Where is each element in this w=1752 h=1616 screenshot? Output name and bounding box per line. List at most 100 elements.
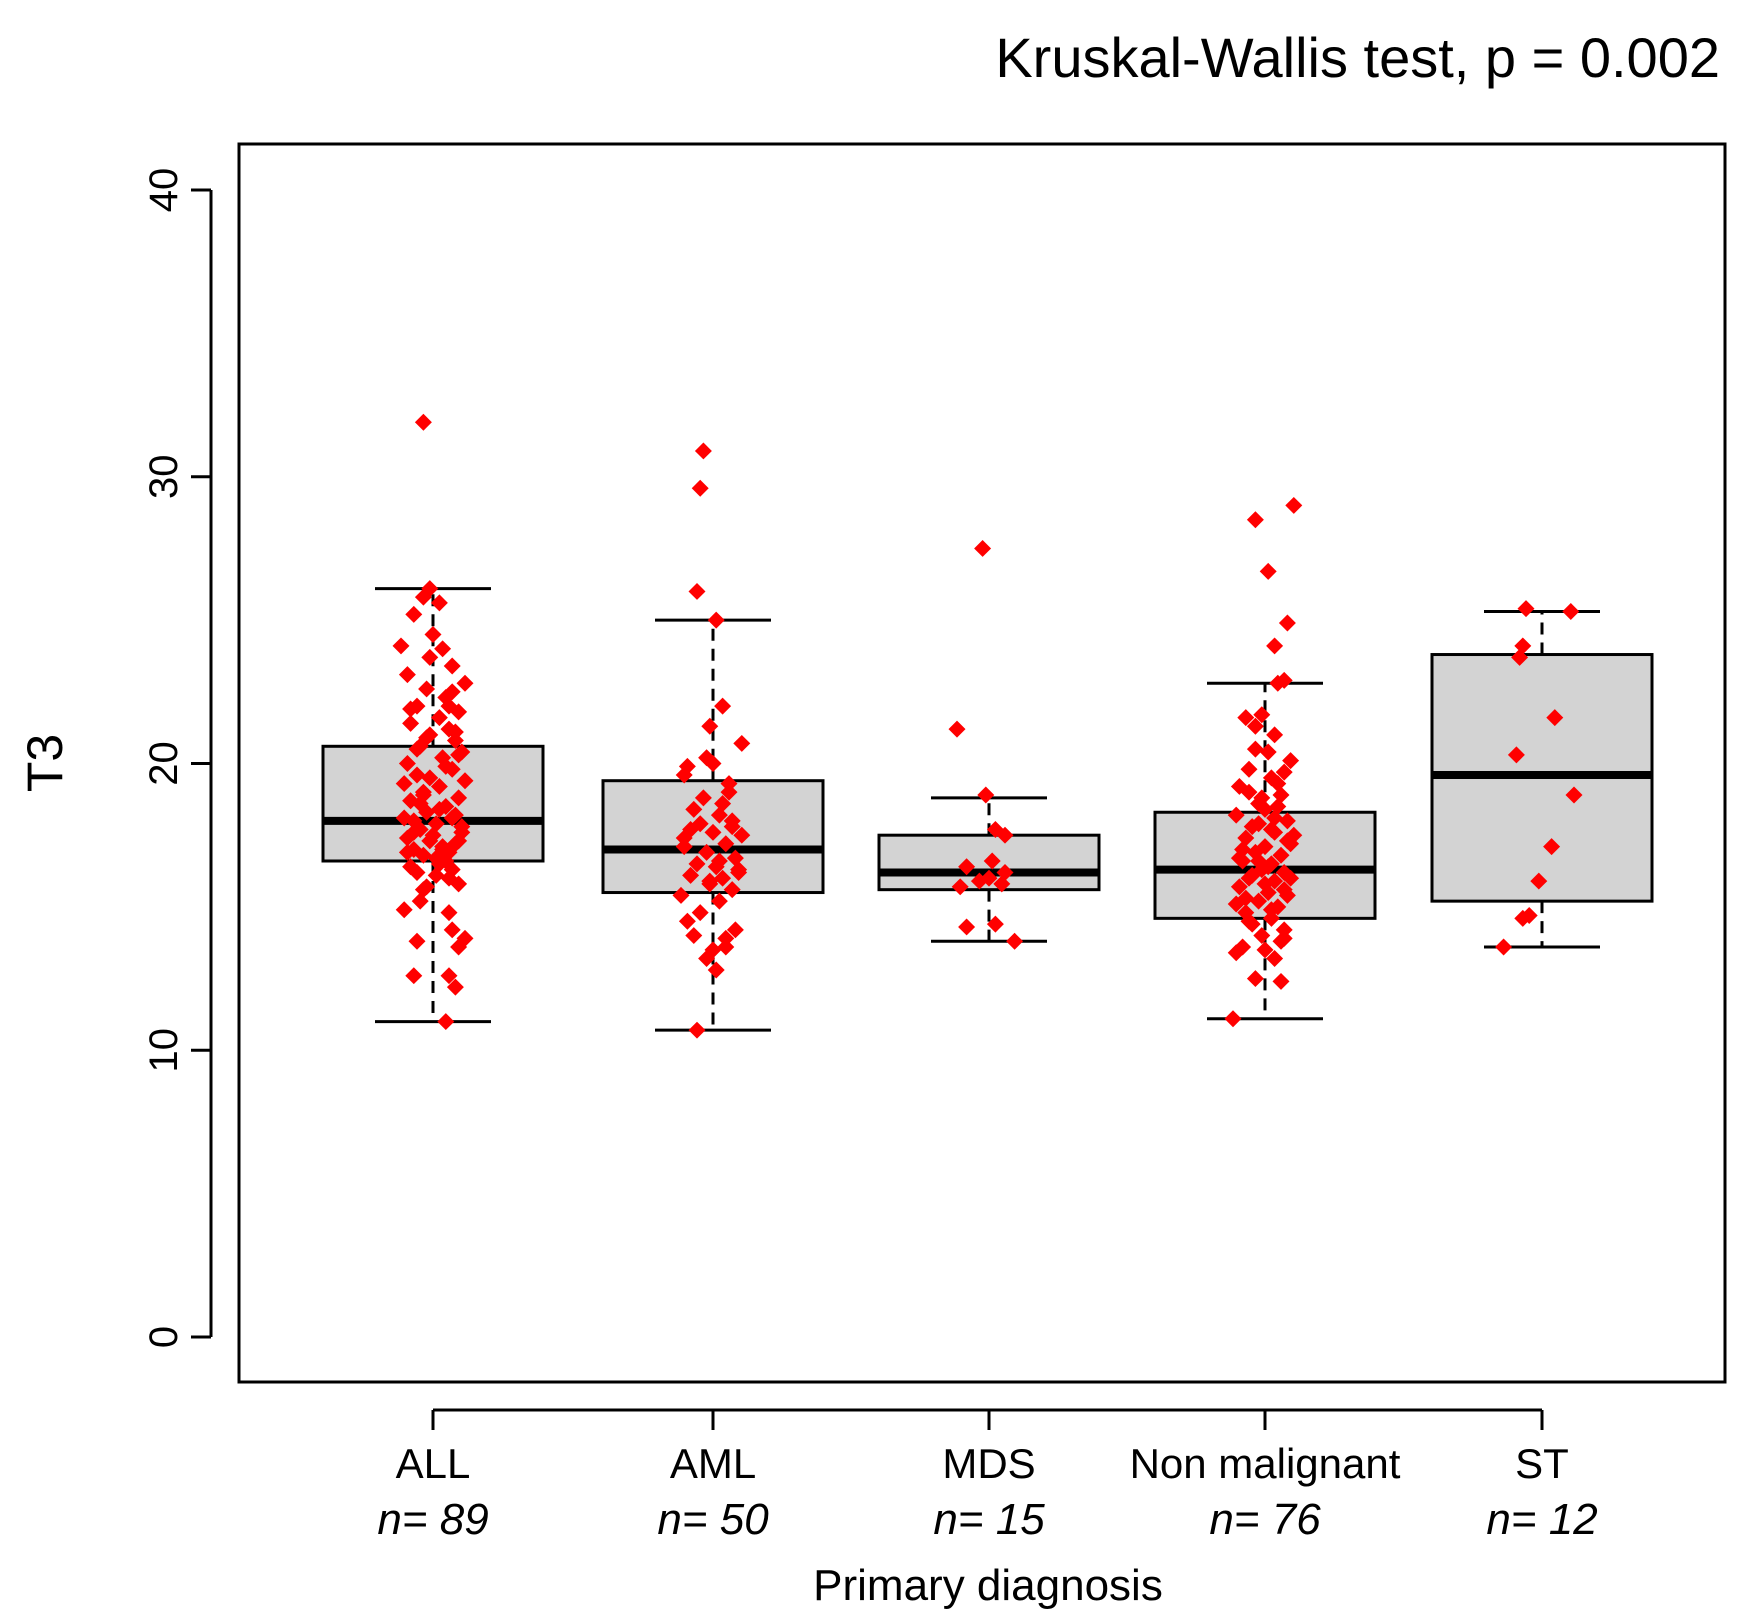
box-group xyxy=(321,587,1654,1032)
point-all-49 xyxy=(418,680,436,698)
point-non-malignant-37 xyxy=(1250,892,1268,910)
y-tick-label-30: 30 xyxy=(142,455,186,500)
point-all-8 xyxy=(443,921,461,939)
point-all-7 xyxy=(456,929,474,947)
point-st-0 xyxy=(1517,600,1535,618)
point-aml-38 xyxy=(678,912,696,930)
point-all-53 xyxy=(421,648,439,666)
point-all-88 xyxy=(440,904,458,922)
point-non-malignant-27 xyxy=(1272,846,1290,864)
point-all-83 xyxy=(414,786,432,804)
point-aml-37 xyxy=(688,1021,706,1039)
point-aml-41 xyxy=(694,789,712,807)
point-non-malignant-10 xyxy=(1246,740,1264,758)
point-aml-10 xyxy=(720,783,738,801)
point-all-80 xyxy=(437,852,455,870)
point-non-malignant-51 xyxy=(1224,1010,1242,1028)
point-non-malignant-0 xyxy=(1246,511,1264,529)
point-non-malignant-9 xyxy=(1266,726,1284,744)
point-aml-39 xyxy=(720,775,738,793)
point-all-69 xyxy=(402,700,420,718)
point-aml-49 xyxy=(675,838,693,856)
y-tick-label-40: 40 xyxy=(142,168,186,213)
point-all-5 xyxy=(408,932,426,950)
point-non-malignant-68 xyxy=(1282,869,1300,887)
x-axis: ALL n= 89 AML n= 50 MDS n= 15 Non malignant n= … xyxy=(377,1408,1598,1544)
point-all-79 xyxy=(405,823,423,841)
point-all-31 xyxy=(450,789,468,807)
point-st-7 xyxy=(1543,838,1561,856)
point-aml-46 xyxy=(730,863,748,881)
point-mds-9 xyxy=(951,878,969,896)
point-non-malignant-69 xyxy=(1234,841,1252,859)
point-non-malignant-50 xyxy=(1272,972,1290,990)
point-non-malignant-6 xyxy=(1275,671,1293,689)
point-all-82 xyxy=(450,832,468,850)
point-mds-2 xyxy=(977,786,995,804)
point-non-malignant-8 xyxy=(1253,706,1271,724)
point-aml-42 xyxy=(710,852,728,870)
points-non-malignant xyxy=(1224,496,1303,1028)
point-aml-35 xyxy=(698,950,716,967)
point-all-44 xyxy=(402,714,420,732)
point-non-malignant-75 xyxy=(1227,895,1245,913)
point-all-84 xyxy=(443,683,461,701)
point-all-77 xyxy=(446,723,464,741)
y-tick-label-20: 20 xyxy=(142,741,186,786)
point-all-33 xyxy=(430,777,448,795)
point-mds-11 xyxy=(958,918,976,936)
point-non-malignant-19 xyxy=(1227,806,1245,824)
point-st-8 xyxy=(1530,872,1548,890)
point-aml-24 xyxy=(682,866,700,884)
point-mds-0 xyxy=(974,539,992,557)
x-axis-label: Primary diagnosis xyxy=(813,1561,1163,1610)
point-all-35 xyxy=(408,766,426,784)
point-non-malignant-60 xyxy=(1275,881,1293,899)
point-mds-4 xyxy=(996,826,1014,844)
point-aml-43 xyxy=(723,812,741,830)
point-aml-13 xyxy=(710,806,728,824)
point-all-4 xyxy=(440,967,458,985)
point-all-56 xyxy=(424,625,442,643)
point-aml-40 xyxy=(733,826,751,844)
point-non-malignant-63 xyxy=(1285,826,1303,844)
point-aml-47 xyxy=(701,872,719,890)
point-all-45 xyxy=(430,709,448,727)
point-aml-32 xyxy=(685,927,703,945)
point-aml-45 xyxy=(704,755,722,772)
point-all-87 xyxy=(395,809,413,827)
points-st xyxy=(1495,600,1583,956)
point-all-55 xyxy=(392,637,410,655)
point-all-81 xyxy=(421,769,439,787)
point-aml-30 xyxy=(691,904,709,922)
point-all-1 xyxy=(437,1013,455,1031)
point-non-malignant-66 xyxy=(1246,717,1264,735)
point-all-65 xyxy=(446,806,464,824)
x-tick-label-st: ST xyxy=(1515,1440,1569,1487)
point-all-76 xyxy=(398,843,416,861)
chart-title: Kruskal-Wallis test, p = 0.002 xyxy=(995,26,1720,89)
point-non-malignant-73 xyxy=(1250,852,1268,870)
point-aml-6 xyxy=(733,734,751,752)
point-aml-16 xyxy=(704,823,722,841)
plot-frame xyxy=(237,142,1727,1384)
point-non-malignant-46 xyxy=(1256,941,1274,959)
n-label-aml: n= 50 xyxy=(657,1495,769,1544)
point-all-57 xyxy=(405,605,423,623)
point-non-malignant-11 xyxy=(1259,743,1277,761)
x-tick-label-mds: MDS xyxy=(942,1440,1035,1487)
n-label-st: n= 12 xyxy=(1486,1495,1597,1544)
point-st-4 xyxy=(1546,709,1564,727)
point-aml-33 xyxy=(717,929,735,947)
point-all-62 xyxy=(395,775,413,793)
point-all-0 xyxy=(414,413,432,431)
point-mds-14 xyxy=(970,872,988,890)
point-aml-5 xyxy=(701,717,719,735)
point-all-9 xyxy=(395,901,413,919)
point-mds-12 xyxy=(986,915,1004,933)
point-all-70 xyxy=(453,818,471,836)
point-all-78 xyxy=(430,800,448,818)
point-all-61 xyxy=(450,746,468,764)
point-aml-25 xyxy=(714,869,732,887)
point-all-37 xyxy=(398,755,416,772)
